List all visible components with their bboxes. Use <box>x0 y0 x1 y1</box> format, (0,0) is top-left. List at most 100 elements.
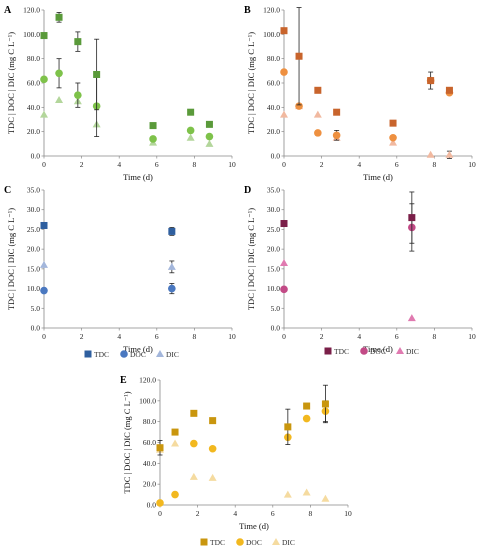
x-tick-label: 4 <box>117 332 121 341</box>
x-tick-label: 0 <box>42 332 46 341</box>
y-tick-label: 40.0 <box>267 103 280 112</box>
x-tick-label: 6 <box>271 509 275 518</box>
y-tick-label: 60.0 <box>27 79 40 88</box>
data-point-dic <box>283 490 292 498</box>
y-tick-label: 0.0 <box>271 152 281 161</box>
legend-label-tdc: TDC <box>94 350 109 359</box>
y-tick-label: 10.0 <box>267 284 280 293</box>
panel-b: 0.0 20.0 40.0 60.0 80.0 100.0 120.0 0 2 4 6 8 10 Time… <box>244 5 476 182</box>
data-point-dic <box>55 96 64 104</box>
panel-e: 0.0 20.0 40.0 60.0 80.0 100.0 120.0 0 2 4 6 8 10 Time… <box>120 375 352 547</box>
panel-a: 0.0 20.0 40.0 60.0 80.0 100.0 120.0 0 2 4 6 8 10 Time… <box>4 5 236 182</box>
y-axis-label: TDC | DOC | DIC (mg C L⁻¹) <box>122 391 132 493</box>
data-point-doc <box>156 499 164 507</box>
x-tick-label: 6 <box>155 160 159 169</box>
x-axis-label: Time (d) <box>363 172 393 182</box>
y-tick-label: 40.0 <box>143 459 156 468</box>
x-tick-label: 8 <box>193 160 197 169</box>
data-point-tdc <box>389 119 397 127</box>
data-point-tdc <box>408 214 416 222</box>
y-tick-label: 5.0 <box>271 304 281 313</box>
y-tick-label: 35.0 <box>27 186 40 195</box>
x-tick-label: 0 <box>282 160 286 169</box>
legend-marker-dic <box>396 347 404 354</box>
data-point-dic <box>171 439 180 447</box>
x-tick-label: 0 <box>42 160 46 169</box>
data-point-dic <box>186 133 195 141</box>
data-point-tdc <box>149 122 157 130</box>
y-tick-label: 30.0 <box>27 205 40 214</box>
x-tick-label: 8 <box>433 332 437 341</box>
legend-marker-tdc <box>200 538 208 546</box>
x-tick-label: 10 <box>344 509 352 518</box>
y-tick-label: 15.0 <box>267 264 280 273</box>
legend-marker-doc <box>360 347 368 355</box>
data-point-doc <box>302 414 311 423</box>
y-tick-label: 30.0 <box>267 205 280 214</box>
data-point-dic <box>302 488 311 496</box>
x-tick-label: 2 <box>80 332 84 341</box>
legend-label-tdc: TDC <box>210 538 225 547</box>
data-point-doc <box>171 490 179 499</box>
data-point-doc <box>74 91 82 99</box>
x-axis-label: Time (d) <box>123 344 153 354</box>
data-point-tdc <box>427 77 435 85</box>
data-point-doc <box>55 69 63 78</box>
x-tick-label: 2 <box>320 332 324 341</box>
data-point-doc <box>190 439 198 448</box>
data-point-tdc <box>168 227 176 235</box>
data-point-dic <box>426 150 435 158</box>
y-tick-label: 5.0 <box>31 304 41 313</box>
data-point-doc <box>40 286 48 295</box>
data-point-dic <box>313 110 322 118</box>
data-point-doc <box>208 444 217 453</box>
data-point-tdc <box>74 38 82 46</box>
data-point-tdc <box>303 402 311 410</box>
data-point-tdc <box>55 13 63 21</box>
y-tick-label: 60.0 <box>143 438 156 447</box>
data-point-dic <box>40 260 48 268</box>
legend-marker-tdc <box>84 350 92 358</box>
data-point-tdc <box>280 27 288 35</box>
data-point-tdc <box>445 86 453 94</box>
data-point-doc <box>168 284 176 293</box>
panel-label: C <box>4 185 11 196</box>
x-tick-label: 2 <box>80 160 84 169</box>
x-tick-label: 4 <box>357 160 361 169</box>
data-point-dic <box>407 314 416 322</box>
data-point-dic <box>280 258 288 266</box>
data-point-tdc <box>280 220 288 228</box>
data-point-tdc <box>205 120 213 128</box>
legend-label-doc: DOC <box>246 538 262 547</box>
data-point-dic <box>167 262 176 270</box>
y-tick-label: 120.0 <box>263 6 280 15</box>
data-point-dic <box>208 473 217 481</box>
y-tick-label: 60.0 <box>267 79 280 88</box>
data-point-tdc <box>284 423 292 431</box>
x-tick-label: 6 <box>395 332 399 341</box>
x-axis-label: Time (d) <box>363 344 393 354</box>
y-tick-label: 20.0 <box>267 245 280 254</box>
legend-label-tdc: TDC <box>334 347 349 356</box>
data-point-dic <box>445 150 454 158</box>
x-tick-label: 4 <box>233 509 237 518</box>
y-tick-label: 120.0 <box>23 6 40 15</box>
x-tick-label: 8 <box>433 160 437 169</box>
data-point-dic <box>389 138 398 146</box>
x-tick-label: 2 <box>320 160 324 169</box>
data-point-doc <box>314 129 322 137</box>
data-point-doc <box>280 285 288 294</box>
data-point-tdc <box>156 444 164 452</box>
y-tick-label: 100.0 <box>263 30 280 39</box>
data-point-dic <box>280 110 288 118</box>
y-tick-label: 25.0 <box>267 225 280 234</box>
data-point-doc <box>389 133 397 142</box>
y-tick-label: 0.0 <box>31 152 41 161</box>
panel-label: D <box>244 185 251 196</box>
y-tick-label: 20.0 <box>27 127 40 136</box>
legend-label-doc: DOC <box>370 347 386 356</box>
data-point-doc <box>149 135 157 143</box>
data-point-tdc <box>40 221 48 229</box>
y-axis-label: TDC | DOC | DIC (mg C L⁻¹) <box>246 32 256 134</box>
